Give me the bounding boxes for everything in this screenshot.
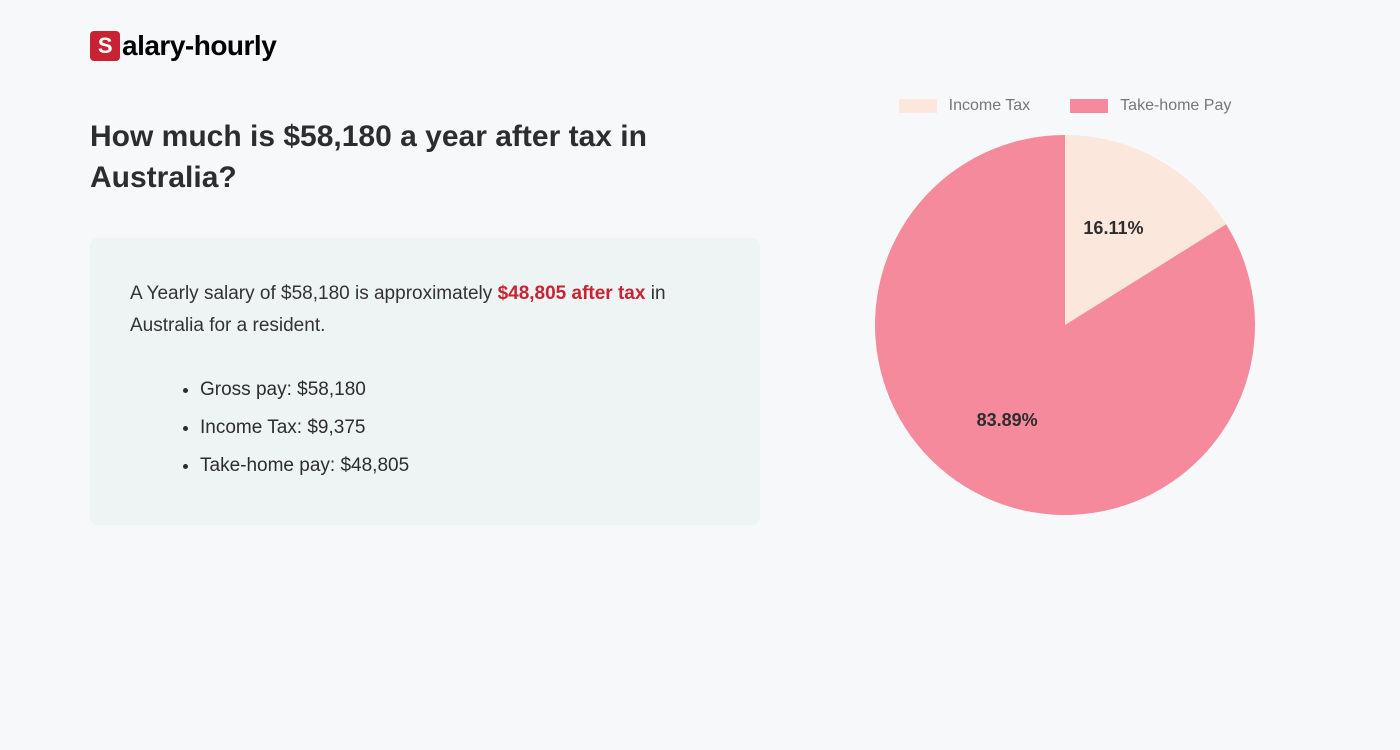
- summary-highlight: $48,805 after tax: [498, 283, 646, 304]
- chart-column: Income Tax Take-home Pay 16.11% 83.89%: [820, 97, 1310, 525]
- breakdown-list: Gross pay: $58,180 Income Tax: $9,375 Ta…: [130, 371, 720, 485]
- main-content: How much is $58,180 a year after tax in …: [90, 117, 1310, 525]
- list-item: Gross pay: $58,180: [200, 371, 720, 409]
- list-item: Take-home pay: $48,805: [200, 447, 720, 485]
- legend-item-income-tax: Income Tax: [899, 97, 1031, 115]
- pie-svg: [875, 135, 1255, 515]
- legend-item-take-home: Take-home Pay: [1070, 97, 1231, 115]
- pie-chart: 16.11% 83.89%: [875, 135, 1255, 515]
- summary-card: A Yearly salary of $58,180 is approximat…: [90, 238, 760, 525]
- legend-swatch: [899, 99, 937, 113]
- page-title: How much is $58,180 a year after tax in …: [90, 117, 760, 198]
- list-item: Income Tax: $9,375: [200, 409, 720, 447]
- chart-legend: Income Tax Take-home Pay: [899, 97, 1232, 115]
- slice-label-take-home: 83.89%: [977, 410, 1038, 431]
- legend-label: Income Tax: [949, 97, 1031, 115]
- text-column: How much is $58,180 a year after tax in …: [90, 117, 760, 525]
- legend-label: Take-home Pay: [1120, 97, 1231, 115]
- logo-s-icon: S: [90, 31, 120, 61]
- summary-sentence: A Yearly salary of $58,180 is approximat…: [130, 278, 720, 343]
- legend-swatch: [1070, 99, 1108, 113]
- brand-logo: Salary-hourly: [90, 30, 1310, 62]
- logo-text: alary-hourly: [122, 30, 276, 62]
- summary-prefix: A Yearly salary of $58,180 is approximat…: [130, 283, 498, 304]
- slice-label-income-tax: 16.11%: [1083, 218, 1143, 239]
